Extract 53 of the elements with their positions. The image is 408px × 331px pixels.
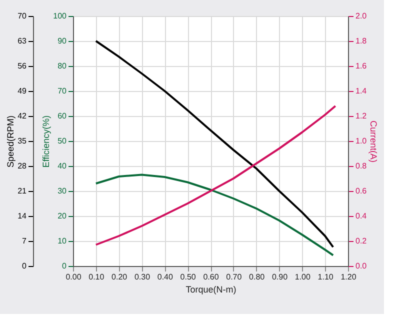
x-tick-label: 0.50 — [180, 272, 196, 282]
x-tick-label: 1.10 — [318, 272, 334, 282]
line-series — [94, 174, 334, 256]
y-tick-label: 49 — [18, 86, 28, 96]
line-series — [94, 40, 334, 248]
y2-tick-label: 1.2 — [356, 112, 368, 120]
y-tick-label: 21 — [18, 186, 28, 196]
y2-tick-label: 0.8 — [356, 162, 368, 170]
y3-tick-label: 60 — [58, 112, 68, 120]
y2-tick-label: 1.0 — [356, 136, 368, 146]
x-tick-label: 0.00 — [66, 272, 82, 282]
x-tick-label: 0.40 — [157, 272, 174, 282]
x-tick-label: 1.00 — [294, 272, 311, 282]
x-tick-label: 0.70 — [226, 272, 242, 282]
x-tick-label: 0.30 — [134, 272, 151, 282]
y3-tick-label: 0 — [62, 262, 68, 270]
y-axis-title: Speed(RPM) — [6, 115, 16, 168]
y-tick-label: 7 — [22, 236, 28, 246]
x-tick-label: 1.20 — [340, 272, 357, 282]
y2-tick-label: 1.4 — [356, 86, 368, 96]
line-series — [94, 105, 336, 246]
y-tick-label: 0 — [22, 262, 28, 270]
y-tick-label: 14 — [18, 212, 28, 220]
y3-tick-label: 10 — [58, 236, 68, 246]
y2-tick-label: 2.0 — [356, 12, 368, 20]
y2-tick-label: 0.0 — [356, 262, 368, 270]
x-tick-label: 0.90 — [272, 272, 288, 282]
y2-tick-label: 0.4 — [356, 212, 368, 220]
x-tick-label: 0.10 — [88, 272, 105, 282]
x-axis-title: Torque(N-m) — [186, 284, 236, 294]
y3-tick-label: 50 — [58, 136, 68, 146]
y3-tick-label: 30 — [58, 186, 68, 196]
y-tick-label: 35 — [18, 136, 28, 146]
y3-tick-label: 20 — [58, 212, 68, 220]
y-tick-label: 70 — [18, 12, 28, 20]
x-tick-label: 0.20 — [112, 272, 128, 282]
y-tick-label: 63 — [18, 36, 28, 46]
y3-tick-label: 40 — [58, 162, 68, 170]
y-tick-label: 28 — [18, 162, 28, 170]
y3-tick-label: 100 — [53, 12, 68, 20]
y3-tick-label: 80 — [58, 62, 68, 70]
y2-tick-label: 0.2 — [356, 236, 368, 246]
y2-tick-label: 0.6 — [356, 186, 368, 196]
y3-tick-label: 90 — [58, 36, 68, 46]
y2-axis-title: Current(A) — [368, 120, 379, 163]
y2-tick-label: 1.6 — [356, 62, 368, 70]
y3-tick-label: 70 — [58, 86, 68, 96]
y3-axis-title: Efficiency(%) — [41, 115, 52, 168]
y-tick-label: 56 — [18, 62, 28, 70]
y2-tick-label: 1.8 — [356, 36, 368, 46]
y-tick-label: 42 — [18, 112, 28, 120]
x-tick-label: 0.80 — [249, 272, 266, 282]
x-tick-label: 0.60 — [203, 272, 220, 282]
